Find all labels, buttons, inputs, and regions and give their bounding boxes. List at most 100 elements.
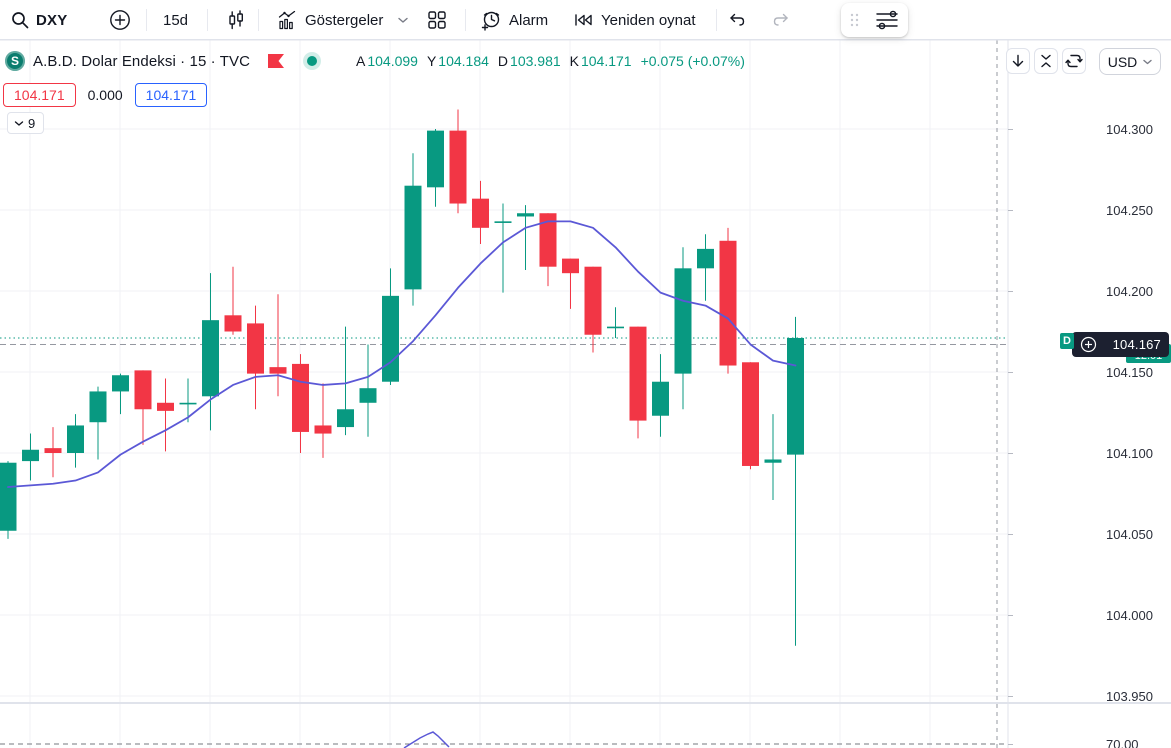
bid-ask-row: 104.171 0.000 104.171 [3,83,208,107]
candle-body [607,326,624,329]
candle-body [359,388,377,403]
chart-type-button[interactable] [224,0,248,40]
candle-body [539,213,557,267]
symbol-search-button[interactable]: DXY [10,0,67,40]
low-value: 103.981 [510,53,561,69]
price-axis[interactable]: 104.300 104.250 104.200 104.150 104.100 104.0… [1008,40,1171,748]
price-axis-label: 104.200 [1008,284,1171,299]
spread-value: 0.000 [87,87,123,103]
candle-body [584,266,602,335]
ma-period-label: 9 [28,115,36,131]
candle-body [157,402,174,411]
indicators-label: Göstergeler [305,11,384,29]
candle-body [742,362,759,466]
sell-price-button[interactable]: 104.171 [3,83,76,107]
replay-rewind-icon [571,8,595,32]
price-axis-label: 104.100 [1008,446,1171,461]
crosshair-price-label[interactable]: 104.167 [1072,332,1169,357]
drag-handle-dots-icon[interactable] [849,12,859,28]
market-status-dot[interactable] [307,56,318,66]
countdown-d-badge: D [1060,333,1074,349]
alert-button[interactable]: Alarm [479,0,548,40]
candle-body [179,402,197,405]
toolbar-separator [258,9,259,31]
interval-label: 15d [163,11,189,29]
reset-scale-button[interactable] [1062,48,1086,74]
quick-settings-panel[interactable] [841,3,908,37]
symbol-title[interactable]: A.B.D. Dolar Endeksi · 15 · TVC [33,52,251,70]
layout-grid-button[interactable] [425,0,449,40]
candle-body [337,409,354,428]
currency-value: USD [1107,53,1138,70]
arrow-down-icon [1012,54,1024,67]
candlestick-chart-icon [224,8,248,32]
candle-body [292,363,309,432]
candle-body [382,295,399,382]
candle-body [247,323,264,374]
chevron-down-icon [14,120,24,127]
undo-icon [726,9,748,31]
indicator-legend-collapsed[interactable]: 9 [7,112,45,134]
candle-body [67,425,84,453]
candle-body [314,425,332,434]
compare-add-button[interactable] [108,0,132,40]
price-axis-label: 104.300 [1008,122,1171,137]
chart-layers [0,40,1008,748]
price-axis-label: 104.000 [1008,608,1171,623]
add-alert-plus-icon[interactable] [1080,336,1097,353]
replay-button[interactable]: Yeniden oynat [571,0,696,40]
candle-body [652,381,669,416]
scroll-to-realtime-button[interactable] [1006,48,1030,74]
candle-body [764,459,782,463]
ma9-line [7,220,797,488]
symbol-logo: S [5,51,25,71]
sliders-settings-icon[interactable] [874,8,900,32]
candle-body [449,130,467,204]
candle-body [674,268,692,374]
candle-body [22,449,39,462]
redo-button[interactable] [770,0,792,40]
collapse-pane-button[interactable] [1034,48,1058,74]
currency-dropdown[interactable]: USD [1099,48,1161,75]
candle-body [269,367,287,374]
top-toolbar: DXY 15d [0,0,1171,40]
close-label: K [569,53,579,69]
candle-body [697,248,714,269]
candle-body [427,130,444,188]
plus-circle-icon [108,8,132,32]
toolbar-separator [716,9,717,31]
open-label: A [356,53,366,69]
open-value: 104.099 [367,53,418,69]
low-label: D [497,53,509,69]
toolbar-separator [465,9,466,31]
symbol-name: DXY [36,11,68,29]
flag-icon[interactable] [268,54,285,68]
candle-body [719,240,737,366]
layout-grid-icon [425,8,449,32]
candle-body [89,391,107,423]
symbol-info-row[interactable]: S A.B.D. Dolar Endeksi · 15 · TVC [5,49,318,73]
candle-body [0,462,17,531]
candle-body [787,337,804,455]
high-label: Y [426,53,437,69]
alarm-clock-plus-icon [479,8,503,32]
high-value: 104.184 [438,53,489,69]
price-axis-label: 104.050 [1008,527,1171,542]
chevron-down-icon [397,16,409,24]
crosshair-price-value: 104.167 [1112,337,1161,352]
toolbar-separator [207,9,208,31]
price-axis-label: 104.150 [1008,365,1171,380]
candles-layer [0,109,804,646]
buy-price-button[interactable]: 104.171 [134,83,208,107]
candle-body [224,315,242,332]
price-axis-label: 70.00 [1008,737,1171,748]
indicators-button[interactable]: Göstergeler [275,0,409,40]
undo-button[interactable] [726,0,748,40]
candle-body [494,221,512,223]
candle-body [472,198,489,228]
candle-body [134,370,152,410]
interval-button[interactable]: 15d [163,0,188,40]
candle-body [404,185,422,290]
